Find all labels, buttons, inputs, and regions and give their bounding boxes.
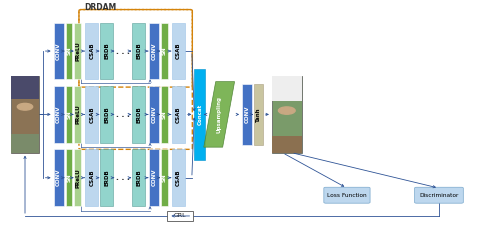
Text: CONV: CONV (152, 169, 156, 187)
Text: . . .: . . . (116, 173, 130, 182)
Circle shape (278, 107, 295, 114)
FancyBboxPatch shape (161, 86, 168, 143)
Text: CSAB: CSAB (90, 43, 94, 59)
FancyBboxPatch shape (74, 86, 82, 143)
FancyBboxPatch shape (12, 76, 38, 99)
Text: PReLU: PReLU (76, 105, 80, 124)
FancyBboxPatch shape (12, 133, 38, 153)
FancyBboxPatch shape (172, 23, 185, 79)
FancyBboxPatch shape (54, 86, 64, 143)
Text: CSAB: CSAB (90, 169, 94, 186)
FancyBboxPatch shape (161, 149, 168, 206)
Text: PReLU: PReLU (76, 41, 80, 61)
Text: CSAB: CSAB (90, 106, 94, 123)
Text: CSAB: CSAB (176, 106, 181, 123)
Text: CONV: CONV (152, 106, 156, 123)
FancyBboxPatch shape (254, 84, 263, 145)
Text: SN: SN (162, 47, 167, 55)
Text: SN: SN (162, 110, 167, 119)
Text: Tanh: Tanh (256, 107, 261, 122)
Text: DRDAM: DRDAM (84, 3, 116, 12)
Text: SN: SN (66, 47, 71, 55)
FancyBboxPatch shape (54, 23, 64, 79)
FancyBboxPatch shape (161, 23, 168, 79)
Polygon shape (204, 82, 234, 147)
Text: ERDB: ERDB (104, 106, 110, 123)
FancyBboxPatch shape (324, 187, 370, 203)
FancyBboxPatch shape (168, 211, 194, 220)
FancyBboxPatch shape (272, 136, 302, 153)
FancyBboxPatch shape (66, 149, 72, 206)
FancyBboxPatch shape (86, 23, 98, 79)
Text: CSAB: CSAB (176, 43, 181, 59)
Circle shape (18, 104, 32, 110)
Text: CONV: CONV (56, 106, 61, 123)
Text: Loss Function: Loss Function (327, 193, 367, 198)
FancyBboxPatch shape (132, 149, 145, 206)
Text: . . .: . . . (116, 47, 130, 56)
Text: CONV: CONV (56, 169, 61, 187)
Text: CONV: CONV (244, 106, 250, 123)
FancyBboxPatch shape (66, 86, 72, 143)
FancyBboxPatch shape (272, 76, 302, 101)
FancyBboxPatch shape (194, 69, 205, 160)
FancyBboxPatch shape (100, 86, 114, 143)
FancyBboxPatch shape (54, 149, 64, 206)
Text: Upsampling: Upsampling (216, 96, 222, 133)
FancyBboxPatch shape (149, 149, 159, 206)
FancyBboxPatch shape (172, 149, 185, 206)
Text: ERDB: ERDB (136, 169, 141, 186)
FancyBboxPatch shape (172, 86, 185, 143)
FancyBboxPatch shape (149, 23, 159, 79)
Text: ERDB: ERDB (136, 106, 141, 123)
FancyBboxPatch shape (242, 84, 252, 145)
Text: . . .: . . . (116, 110, 130, 119)
FancyBboxPatch shape (66, 23, 72, 79)
Text: CONV: CONV (56, 42, 61, 60)
Text: SN: SN (66, 110, 71, 119)
FancyBboxPatch shape (132, 86, 145, 143)
FancyBboxPatch shape (149, 86, 159, 143)
Text: CONV: CONV (152, 42, 156, 60)
FancyBboxPatch shape (86, 149, 98, 206)
FancyBboxPatch shape (100, 23, 114, 79)
FancyBboxPatch shape (100, 149, 114, 206)
FancyBboxPatch shape (74, 23, 82, 79)
FancyBboxPatch shape (272, 76, 302, 153)
Text: Discriminator: Discriminator (420, 193, 459, 198)
FancyBboxPatch shape (12, 76, 38, 153)
Text: ERDB: ERDB (104, 43, 110, 59)
Text: GRL: GRL (174, 214, 186, 218)
Text: Concat: Concat (198, 104, 202, 125)
Text: PReLU: PReLU (76, 168, 80, 188)
FancyBboxPatch shape (86, 86, 98, 143)
FancyBboxPatch shape (132, 23, 145, 79)
Text: CSAB: CSAB (176, 169, 181, 186)
FancyBboxPatch shape (74, 149, 82, 206)
FancyBboxPatch shape (414, 187, 464, 203)
Text: SN: SN (66, 173, 71, 182)
Text: SN: SN (162, 173, 167, 182)
Text: ERDB: ERDB (104, 169, 110, 186)
Text: ERDB: ERDB (136, 43, 141, 59)
